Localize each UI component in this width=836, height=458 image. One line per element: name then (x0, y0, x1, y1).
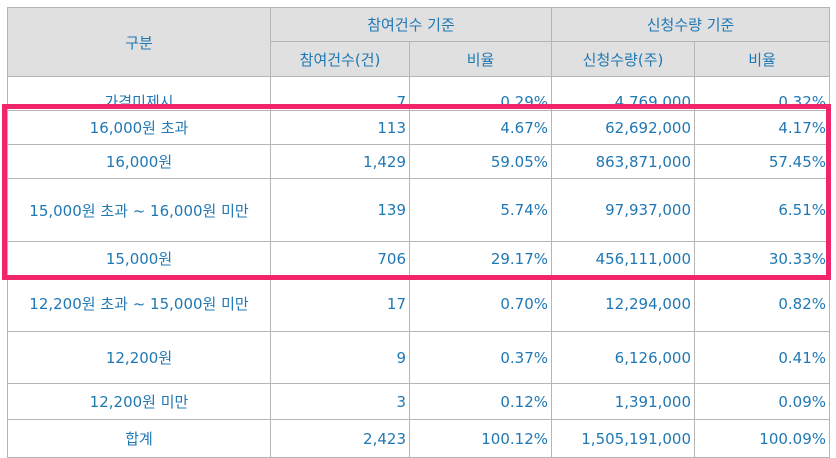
row-ratio2: 30.33% (694, 241, 831, 276)
row-count: 9 (270, 331, 410, 384)
row-label: 15,000원 초과 ~ 16,000원 미만 (7, 178, 271, 242)
quantity-group-header: 신청수량 기준 (551, 7, 831, 42)
row-count: 113 (270, 110, 410, 145)
category-header: 구분 (7, 7, 271, 77)
header-row-columns: 참여건수(건) 비율 신청수량(주) 비율 (8, 41, 831, 77)
row-label: 16,000원 초과 (7, 110, 271, 145)
row-ratio1: 0.37% (408, 331, 553, 384)
row-count: 7 (270, 76, 410, 111)
total-row: 합계 2,423 100.12% 1,505,191,000 100.09% (7, 419, 831, 458)
row-label: 12,200원 (7, 331, 271, 384)
row-count: 706 (270, 241, 410, 276)
row-label: 16,000원 (7, 144, 271, 179)
participation-group-header: 참여건수 기준 (269, 7, 553, 42)
table-row: 12,200원 미만 3 0.12% 1,391,000 0.09% (7, 383, 831, 420)
row-label: 12,200원 초과 ~ 15,000원 미만 (7, 275, 271, 332)
table-row: 가격미제시 7 0.29% 4,769,000 0.32% (7, 76, 831, 111)
total-count: 2,423 (270, 419, 410, 458)
row-label: 가격미제시 (7, 76, 271, 111)
ratio1-header: 비율 (408, 41, 553, 77)
table-row: 15,000원 초과 ~ 16,000원 미만 139 5.74% 97,937… (7, 178, 831, 242)
quantity-header: 신청수량(주) (551, 41, 696, 77)
row-quantity: 1,391,000 (551, 383, 696, 420)
row-ratio2: 0.82% (694, 275, 831, 332)
row-count: 1,429 (270, 144, 410, 179)
row-count: 3 (270, 383, 410, 420)
row-count: 17 (270, 275, 410, 332)
row-ratio1: 0.70% (408, 275, 553, 332)
row-ratio1: 59.05% (408, 144, 553, 179)
count-header: 참여건수(건) (270, 41, 410, 77)
row-quantity: 97,937,000 (551, 178, 696, 242)
table-row: 16,000원 1,429 59.05% 863,871,000 57.45% (7, 144, 831, 179)
row-ratio2: 0.09% (694, 383, 831, 420)
header-row-groups: 구분 참여건수 기준 신청수량 기준 (7, 7, 831, 77)
row-quantity: 6,126,000 (551, 331, 696, 384)
row-label: 12,200원 미만 (7, 383, 271, 420)
table-row: 16,000원 초과 113 4.67% 62,692,000 4.17% (7, 110, 831, 145)
bid-distribution-table: 구분 참여건수 기준 신청수량 기준 참여건수(건) 비율 신청수량(주) 비율… (7, 7, 831, 458)
table-row: 15,000원 706 29.17% 456,111,000 30.33% (7, 241, 831, 276)
row-ratio1: 0.29% (408, 76, 553, 111)
ratio2-header: 비율 (694, 41, 831, 77)
row-quantity: 4,769,000 (551, 76, 696, 111)
total-ratio1: 100.12% (408, 419, 553, 458)
row-ratio2: 0.41% (694, 331, 831, 384)
table-row: 12,200원 초과 ~ 15,000원 미만 17 0.70% 12,294,… (7, 275, 831, 332)
table-row: 12,200원 9 0.37% 6,126,000 0.41% (7, 331, 831, 384)
row-ratio2: 0.32% (694, 76, 831, 111)
row-ratio1: 5.74% (408, 178, 553, 242)
row-ratio1: 0.12% (408, 383, 553, 420)
total-ratio2: 100.09% (694, 419, 831, 458)
total-quantity: 1,505,191,000 (551, 419, 696, 458)
row-quantity: 62,692,000 (551, 110, 696, 145)
row-ratio2: 57.45% (694, 144, 831, 179)
row-ratio1: 4.67% (408, 110, 553, 145)
row-ratio1: 29.17% (408, 241, 553, 276)
total-label: 합계 (7, 419, 271, 458)
row-count: 139 (270, 178, 410, 242)
row-quantity: 12,294,000 (551, 275, 696, 332)
row-label: 15,000원 (7, 241, 271, 276)
row-quantity: 863,871,000 (551, 144, 696, 179)
row-ratio2: 6.51% (694, 178, 831, 242)
row-quantity: 456,111,000 (551, 241, 696, 276)
row-ratio2: 4.17% (694, 110, 831, 145)
